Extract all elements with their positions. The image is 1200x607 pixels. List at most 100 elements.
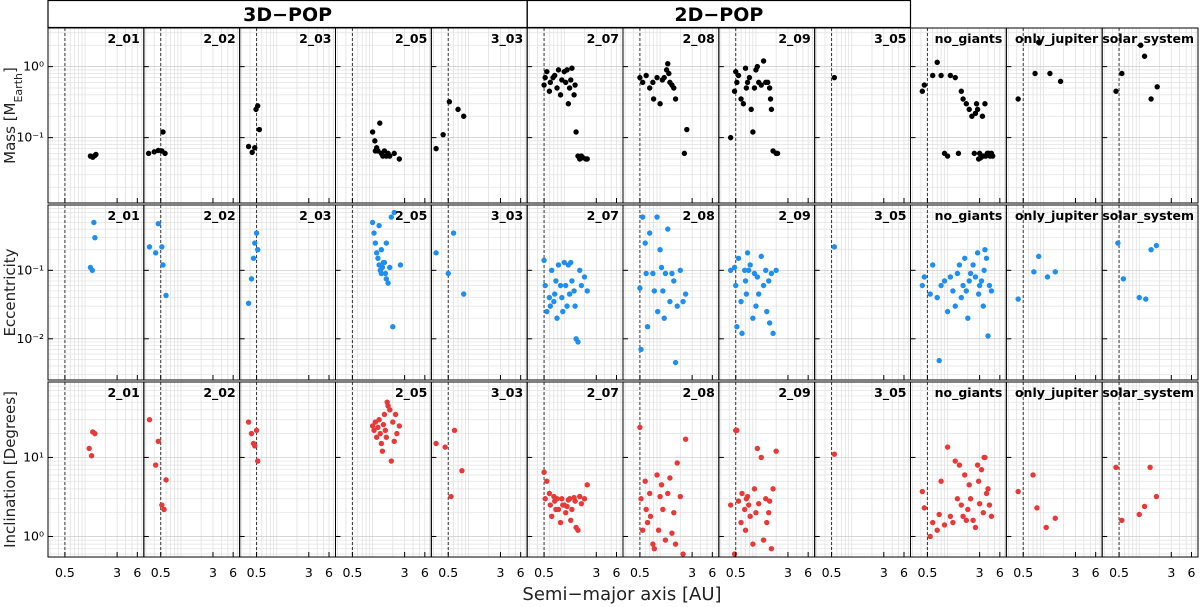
- data-point: [739, 330, 745, 337]
- data-point: [566, 291, 573, 297]
- data-point: [962, 255, 968, 261]
- data-point: [572, 303, 578, 309]
- x-tick-label: 6: [1188, 565, 1196, 580]
- data-point: [1119, 517, 1125, 524]
- data-point: [677, 493, 684, 500]
- panel-frame: [1101, 381, 1199, 558]
- data-point: [966, 106, 972, 113]
- data-point: [947, 274, 954, 280]
- data-point: [433, 250, 439, 256]
- data-point: [963, 288, 970, 294]
- data-point: [654, 214, 660, 220]
- panel-frame: [1101, 204, 1199, 381]
- data-point: [773, 448, 779, 454]
- data-point: [637, 285, 643, 291]
- data-point: [650, 541, 656, 547]
- data-point: [581, 496, 588, 502]
- group-header-label: 2D−POP: [674, 4, 763, 26]
- data-point: [990, 153, 996, 159]
- data-point: [637, 74, 643, 81]
- y-tick-label: 10⁻²: [16, 331, 44, 346]
- panel-label: 3_03: [491, 385, 523, 401]
- panel-label: 2_05: [395, 31, 427, 47]
- data-point: [442, 444, 448, 450]
- panel-label: 3_03: [491, 208, 523, 224]
- data-point: [93, 151, 99, 158]
- data-point: [739, 490, 745, 497]
- panel-label: 2_09: [778, 208, 810, 224]
- data-point: [650, 270, 656, 277]
- data-point: [758, 454, 764, 461]
- data-point: [245, 419, 252, 425]
- data-point: [748, 106, 754, 113]
- data-point: [680, 551, 686, 557]
- data-point: [980, 303, 986, 309]
- data-point: [727, 267, 734, 274]
- data-point: [741, 506, 748, 513]
- data-point: [372, 240, 379, 246]
- data-point: [394, 430, 400, 437]
- y-axis-label-end: ]: [1, 67, 19, 73]
- data-point: [384, 399, 390, 405]
- panel-label: solar_system: [1102, 31, 1194, 47]
- data-point: [152, 462, 159, 468]
- panel-frame: [1101, 27, 1199, 204]
- data-point: [738, 519, 744, 526]
- data-point: [741, 267, 748, 274]
- panel-label: 2_07: [587, 208, 619, 224]
- data-point: [764, 308, 770, 315]
- data-point: [547, 502, 554, 508]
- data-point: [378, 247, 385, 253]
- data-point: [766, 320, 773, 326]
- x-tick-label: 6: [804, 565, 812, 580]
- data-point: [248, 430, 255, 437]
- data-point: [978, 466, 985, 473]
- data-point: [976, 500, 983, 507]
- data-point: [650, 96, 657, 102]
- data-point: [760, 282, 767, 289]
- data-point: [764, 519, 770, 526]
- data-point: [976, 282, 983, 289]
- data-point: [947, 513, 954, 519]
- data-point: [1141, 53, 1148, 59]
- data-point: [650, 79, 656, 86]
- y-axis-label-subscript: Earth: [12, 73, 25, 103]
- data-point: [950, 288, 956, 294]
- data-point: [672, 96, 679, 102]
- y-tick-label: 10¹: [23, 449, 44, 464]
- panel-label: solar_system: [1102, 385, 1194, 401]
- data-point: [740, 101, 747, 107]
- data-point: [927, 533, 933, 540]
- x-tick-label: 6: [1092, 565, 1100, 580]
- data-point: [733, 282, 739, 289]
- data-point: [643, 72, 649, 79]
- x-tick-label: 0.5: [630, 565, 650, 580]
- data-point: [371, 230, 377, 236]
- data-point: [461, 291, 467, 297]
- data-point: [983, 255, 990, 261]
- data-point: [1015, 488, 1021, 495]
- data-point: [1036, 39, 1042, 46]
- x-tick-label: 3: [784, 565, 792, 580]
- data-point: [1115, 240, 1121, 246]
- data-point: [753, 509, 759, 516]
- x-tick-label: 6: [517, 565, 525, 580]
- x-tick-label: 0.5: [55, 565, 75, 580]
- data-point: [1052, 269, 1058, 275]
- grid-layer: [48, 28, 1198, 557]
- data-point: [756, 500, 762, 507]
- data-point: [934, 59, 940, 66]
- data-point: [966, 278, 972, 284]
- data-point: [831, 244, 838, 250]
- data-point: [380, 421, 387, 428]
- data-point: [459, 467, 465, 474]
- data-point: [562, 509, 569, 516]
- data-point: [669, 270, 675, 277]
- data-point: [666, 70, 672, 77]
- data-point: [988, 513, 995, 519]
- data-point: [768, 546, 775, 552]
- data-point: [921, 274, 928, 280]
- data-point: [743, 85, 750, 91]
- x-axis-label: Semi−major axis [AU]: [522, 584, 721, 605]
- x-tick-label: 0.5: [438, 565, 458, 580]
